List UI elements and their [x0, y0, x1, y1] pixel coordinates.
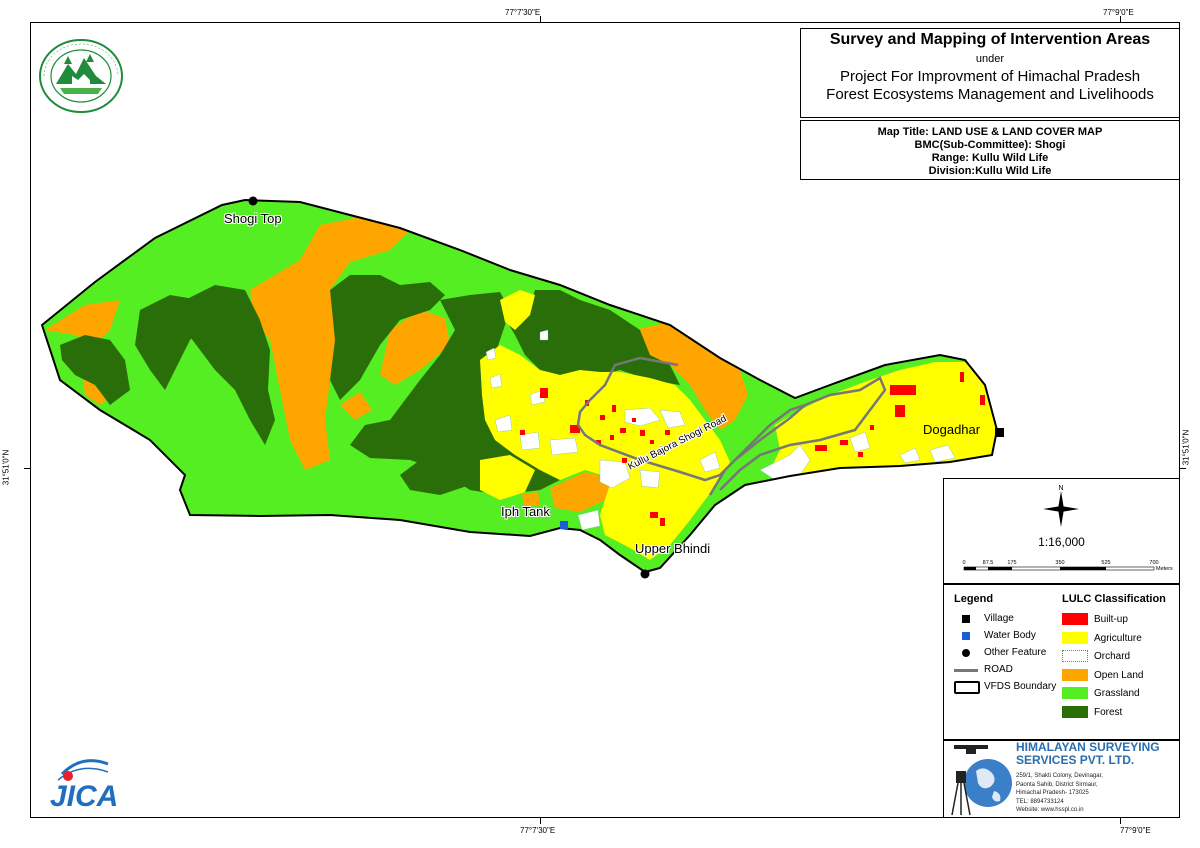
- coord-right: 31°51'0"N: [1181, 429, 1191, 466]
- open-land-area: [45, 300, 120, 345]
- north-label: N: [1058, 485, 1063, 492]
- vfds-boundary: [40, 198, 999, 574]
- company-panel: HIMALAYAN SURVEYING SERVICES PVT. LTD. 2…: [943, 740, 1180, 818]
- header-under: under: [975, 53, 1005, 65]
- scale-tick-5: 700: [1149, 560, 1158, 566]
- map-info-panel: Map Title: LAND USE & LAND COVER MAP BMC…: [800, 120, 1180, 180]
- legend-boundary: VFDS Boundary: [984, 681, 1057, 692]
- village-point: [995, 428, 1004, 437]
- lulc-grassland: Grassland: [1094, 688, 1140, 699]
- division-name: Division:Kullu Wild Life: [928, 165, 1052, 177]
- coord-bottom-left: 77°7'30"E: [520, 826, 556, 835]
- legend-title: Legend: [954, 593, 994, 605]
- north-arrow-icon: N: [1043, 485, 1079, 527]
- road-symbol: [954, 669, 978, 672]
- map-title: Map Title: LAND USE & LAND COVER MAP: [877, 126, 1103, 138]
- address-line: 259/1, Shakti Colony, Devinagar,: [1016, 773, 1103, 779]
- agriculture-area: [500, 290, 535, 330]
- other-feature-symbol: [962, 649, 970, 657]
- map-header-title: Survey and Mapping of Intervention Areas: [829, 31, 1151, 48]
- open-land-area: [522, 492, 540, 506]
- forest-area: [500, 290, 680, 385]
- forest-area: [350, 292, 560, 495]
- company-name-line-1: HIMALAYAN SURVEYING: [1016, 740, 1160, 754]
- title-panel: Survey and Mapping of Intervention Areas…: [800, 28, 1180, 118]
- water-body-point: [560, 521, 568, 529]
- orchard-swatch: [1062, 650, 1088, 662]
- lulc-agriculture: Agriculture: [1094, 633, 1142, 644]
- forest-area: [185, 285, 275, 445]
- scale-tick-1: 87.5: [983, 560, 994, 566]
- forest-area: [330, 275, 445, 400]
- company-address: 259/1, Shakti Colony, Devinagar, Paonta …: [1016, 772, 1176, 815]
- scale-ratio: 1:16,000: [1038, 535, 1085, 549]
- place-iph-tank: Iph Tank: [501, 504, 550, 519]
- lulc-open-land: Open Land: [1094, 670, 1144, 681]
- village-symbol: [962, 615, 970, 623]
- place-dogadhar: Dogadhar: [923, 422, 981, 437]
- company-name: HIMALAYAN SURVEYING SERVICES PVT. LTD.: [1016, 741, 1176, 767]
- scale-bar: 0 87.5 175 350 525 700 Meters: [962, 560, 1173, 572]
- legend-road: ROAD: [984, 664, 1013, 675]
- scale-tick-4: 525: [1101, 560, 1110, 566]
- forest-swatch: [1062, 706, 1088, 718]
- jica-logo: JICA: [50, 759, 118, 810]
- forest-area: [60, 335, 130, 405]
- address-phone: TEL: 8894733124: [1016, 798, 1064, 805]
- address-website: Website: www.hsspl.co.in: [1016, 807, 1084, 813]
- open-land-area: [340, 392, 372, 420]
- other-feature-point: [640, 569, 650, 579]
- scale-panel: N 1:16,000 0 87.5 175 350 525 700 Meters: [943, 478, 1180, 584]
- legend-water-body: Water Body: [984, 630, 1036, 641]
- map-frame: [30, 22, 1180, 818]
- other-feature-point: [248, 196, 258, 206]
- agriculture-swatch: [1062, 632, 1088, 644]
- built-up-swatch: [1062, 613, 1088, 625]
- coord-left: 31°51'0"N: [1, 449, 11, 486]
- coord-top-left: 77°7'30"E: [505, 8, 541, 17]
- coord-top-right: 77°9'0"E: [1103, 8, 1134, 17]
- road-line: [576, 356, 887, 496]
- lulc-orchard: Orchard: [1094, 651, 1131, 662]
- forest-department-logo: [39, 39, 123, 113]
- open-land-area: [380, 310, 450, 385]
- legend-other-feature: Other Feature: [984, 647, 1047, 658]
- legend-panel: Legend Village Water Body Other Feature …: [943, 584, 1180, 740]
- forest-area: [400, 460, 470, 495]
- water-body-symbol: [962, 632, 970, 640]
- scale-tick-0: 0: [962, 560, 965, 566]
- project-line-1: Project For Improvment of Himachal Prade…: [839, 68, 1141, 85]
- surveying-company-logo: [951, 745, 1012, 816]
- project-line-2: Forest Ecosystems Management and Livelih…: [826, 86, 1154, 103]
- open-land-area: [250, 215, 410, 470]
- bmc-name: BMC(Sub-Committee): Shogi: [914, 139, 1066, 151]
- scale-unit: Meters: [1156, 566, 1173, 572]
- scale-tick-3: 350: [1055, 560, 1064, 566]
- open-land-swatch: [1062, 669, 1088, 681]
- range-name: Range: Kullu Wild Life: [931, 152, 1049, 164]
- boundary-symbol: [954, 681, 980, 694]
- lulc-forest: Forest: [1094, 707, 1123, 718]
- legend-village: Village: [984, 613, 1014, 624]
- lulc-built-up: Built-up: [1094, 614, 1128, 625]
- place-upper-bhindi: Upper Bhindi: [635, 541, 711, 556]
- place-shogi-top: Shogi Top: [224, 211, 282, 226]
- scale-tick-2: 175: [1007, 560, 1016, 566]
- open-land-area: [625, 322, 748, 430]
- svg-text:JICA: JICA: [50, 780, 118, 810]
- coord-bottom-right: 77°9'0"E: [1120, 826, 1151, 835]
- address-line: Himachal Pradesh- 173025: [1016, 790, 1089, 796]
- lulc-title: LULC Classification: [1062, 593, 1166, 605]
- open-land-area: [550, 472, 612, 512]
- company-name-line-2: SERVICES PVT. LTD.: [1016, 753, 1135, 767]
- agriculture-area: [480, 455, 535, 500]
- address-line: Paonta Sahib, District Sirmaur,: [1016, 781, 1098, 788]
- grassland-swatch: [1062, 687, 1088, 699]
